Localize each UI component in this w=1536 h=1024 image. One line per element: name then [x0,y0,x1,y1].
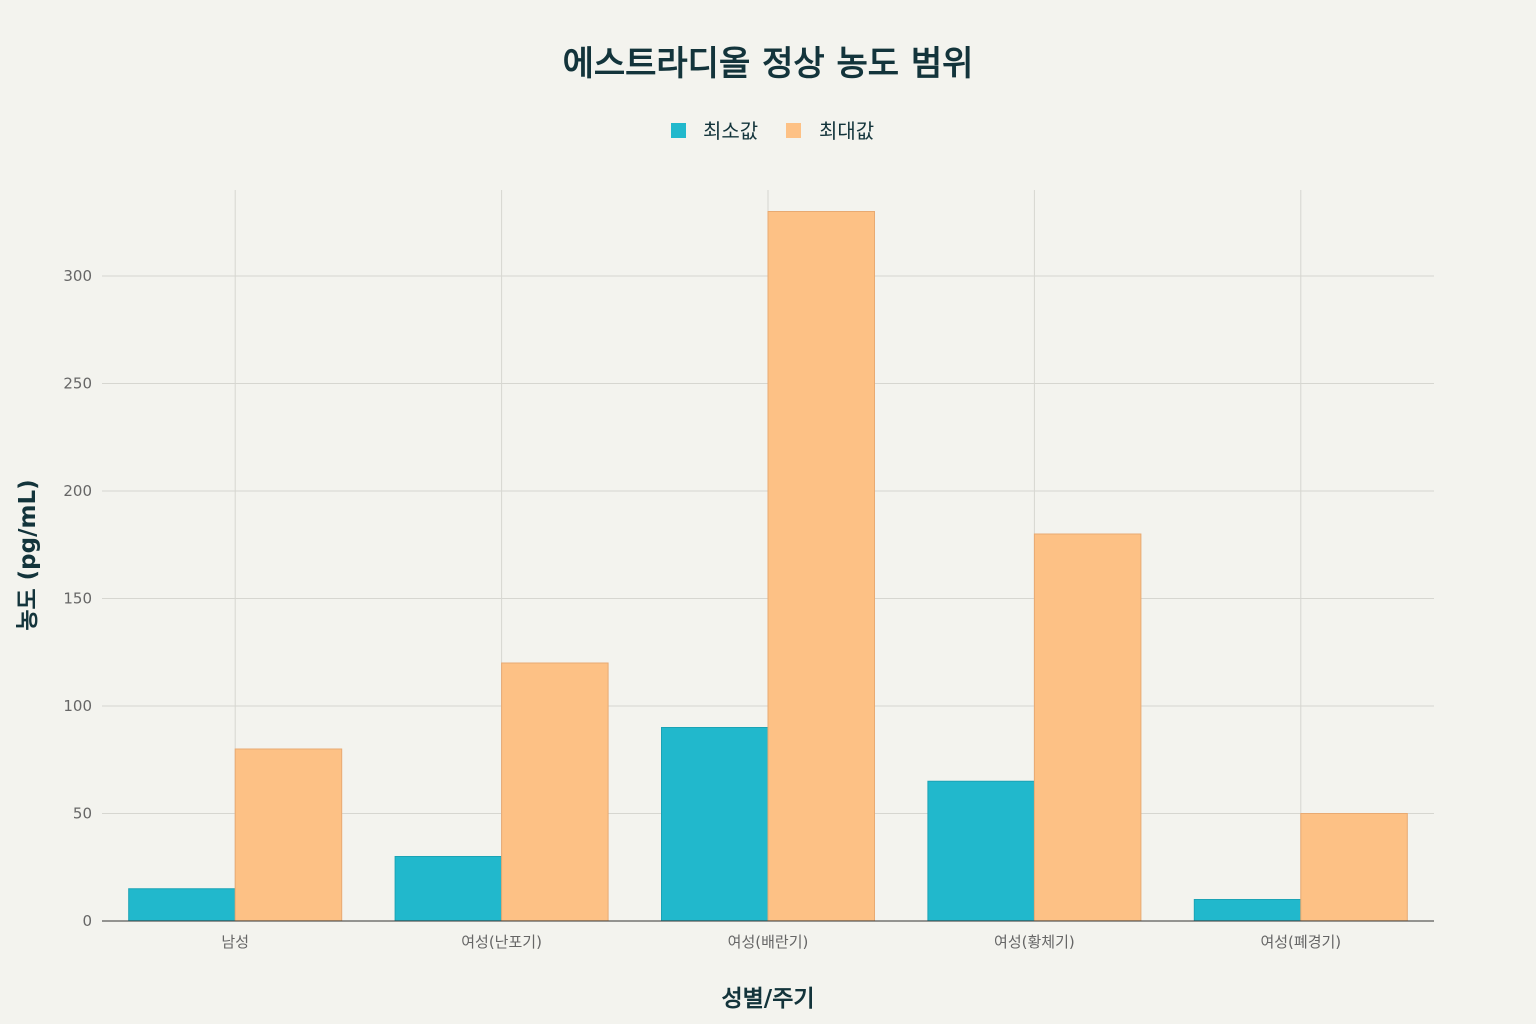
bar-min [927,780,1035,922]
chart-title: 에스트라디올 정상 농도 범위 [563,44,974,84]
y-tick-label: 100 [63,697,92,715]
bars [128,211,1408,922]
y-tick-label: 300 [63,267,92,285]
bar-max [234,748,343,922]
x-tick-label: 남성 [221,933,249,951]
legend: 최소값 최대값 [671,119,874,143]
bar-max [1033,533,1142,922]
y-tick-label: 50 [73,805,92,823]
bar-min [394,856,503,922]
x-tick-label: 여성(황체기) [994,933,1075,951]
x-axis-title: 성별/주기 [721,986,814,1012]
bar-max [501,662,609,922]
x-tick-label: 여성(폐경기) [1260,933,1341,951]
y-tick-label: 250 [63,375,92,393]
legend-swatch-min [671,123,686,138]
bar-max [767,211,875,922]
bar-min [1193,899,1302,922]
bar-max [1300,813,1408,922]
legend-swatch-max [786,123,801,138]
bar-min [128,888,236,922]
y-tick-label: 200 [63,482,92,500]
legend-label-max: 최대값 [819,119,874,143]
x-tick-label: 여성(배란기) [728,933,809,951]
y-tick-labels: 0 50 100 150 200 250 300 [63,267,92,930]
x-tick-labels: 남성 여성(난포기) 여성(배란기) 여성(황체기) 여성(폐경기) [221,933,1341,951]
legend-label-min: 최소값 [703,119,758,143]
x-tick-label: 여성(난포기) [461,933,542,951]
bar-min [661,727,769,922]
y-tick-label: 0 [82,912,92,930]
y-tick-label: 150 [63,590,92,608]
y-axis-title: 농도 (pg/mL) [15,479,41,630]
